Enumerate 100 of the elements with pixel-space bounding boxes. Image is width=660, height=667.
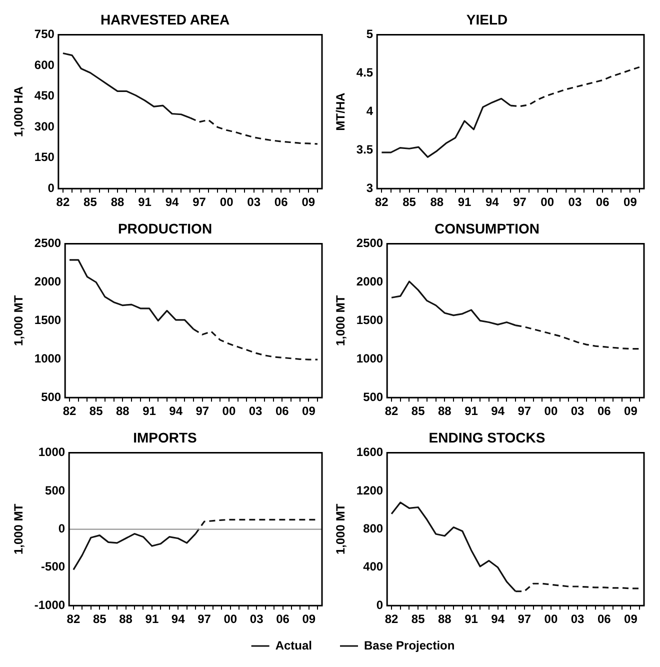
x-tick-label: 06 <box>275 404 290 418</box>
x-tick-label: 06 <box>597 404 612 418</box>
y-axis-title: 1,000 MT <box>12 503 26 555</box>
x-tick-label: 82 <box>56 195 70 210</box>
y-tick-label: 5 <box>366 27 374 42</box>
y-tick-label: 3 <box>366 180 374 195</box>
y-tick-label: 800 <box>363 522 384 536</box>
x-tick-label: 82 <box>66 612 80 626</box>
y-tick-label: -500 <box>41 560 66 574</box>
y-tick-label: 1500 <box>356 313 384 328</box>
y-tick-label: 0 <box>58 522 66 536</box>
y-tick-label: 2000 <box>356 274 384 289</box>
chart-title: CONSUMPTION <box>434 220 540 236</box>
x-tick-label: 91 <box>142 404 156 418</box>
x-tick-label: 03 <box>250 612 264 626</box>
legend-label: Actual <box>275 638 312 652</box>
y-tick-label: 500 <box>45 483 66 498</box>
y-tick-label: 450 <box>34 88 55 103</box>
x-tick-label: 09 <box>302 195 316 210</box>
y-tick-label: 1500 <box>34 313 62 328</box>
y-tick-label: 1000 <box>38 445 66 460</box>
x-tick-label: 82 <box>384 612 399 626</box>
x-tick-label: 91 <box>138 195 152 210</box>
y-axis-title: 1,000 MT <box>334 503 348 555</box>
x-tick-label: 88 <box>430 195 444 210</box>
x-tick-label: 88 <box>119 612 133 626</box>
y-tick-label: -1000 <box>34 598 66 612</box>
x-tick-label: 82 <box>375 195 389 210</box>
x-tick-label: 94 <box>491 612 505 626</box>
x-tick-label: 94 <box>491 404 505 418</box>
x-tick-label: 09 <box>624 612 638 626</box>
x-tick-label: 03 <box>247 195 261 210</box>
y-tick-label: 4 <box>366 104 374 118</box>
x-tick-label: 00 <box>222 404 236 418</box>
x-tick-label: 03 <box>570 612 585 626</box>
y-axis-title: 1,000 HA <box>12 86 26 138</box>
x-tick-label: 85 <box>402 195 416 210</box>
x-tick-label: 97 <box>513 195 527 210</box>
y-tick-label: 1200 <box>356 483 384 498</box>
y-tick-label: 600 <box>34 58 55 72</box>
x-tick-label: 85 <box>84 195 98 210</box>
y-axis-title: MT/HA <box>334 92 348 131</box>
x-tick-label: 91 <box>458 195 472 210</box>
y-tick-label: 400 <box>363 560 384 574</box>
y-tick-label: 500 <box>363 390 384 404</box>
x-tick-label: 09 <box>302 612 316 626</box>
chart-title: ENDING STOCKS <box>428 429 546 446</box>
y-tick-label: 4.5 <box>356 66 374 80</box>
x-tick-label: 06 <box>274 195 288 210</box>
x-tick-label: 82 <box>62 404 77 418</box>
x-tick-label: 97 <box>196 404 210 418</box>
x-tick-label: 91 <box>464 612 478 626</box>
x-tick-label: 97 <box>198 612 212 626</box>
chart-title: YIELD <box>466 11 508 28</box>
y-tick-label: 300 <box>34 119 55 134</box>
y-tick-label: 0 <box>48 180 55 195</box>
y-tick-label: 750 <box>34 27 55 42</box>
x-tick-label: 03 <box>568 195 582 210</box>
y-tick-label: 3.5 <box>356 142 374 156</box>
x-tick-label: 00 <box>540 195 554 210</box>
y-tick-label: 150 <box>34 150 55 164</box>
x-tick-label: 94 <box>165 195 180 210</box>
x-tick-label: 88 <box>438 612 452 626</box>
x-tick-label: 03 <box>570 404 585 418</box>
legend-label: Base Projection <box>364 638 455 652</box>
y-tick-label: 0 <box>376 598 384 612</box>
y-tick-label: 1000 <box>356 351 384 366</box>
y-tick-label: 2500 <box>34 236 62 250</box>
x-tick-label: 88 <box>116 404 130 418</box>
y-tick-label: 2000 <box>34 274 62 289</box>
y-axis-title: 1,000 MT <box>334 294 348 346</box>
chart-title: PRODUCTION <box>118 220 212 236</box>
x-tick-label: 97 <box>192 195 206 210</box>
y-tick-label: 500 <box>41 390 62 404</box>
x-tick-label: 09 <box>624 404 638 418</box>
x-tick-label: 91 <box>145 612 159 626</box>
x-tick-label: 85 <box>411 404 426 418</box>
x-tick-label: 09 <box>302 404 316 418</box>
x-tick-label: 06 <box>597 612 612 626</box>
x-tick-label: 88 <box>438 404 452 418</box>
x-tick-label: 85 <box>89 404 104 418</box>
x-tick-label: 94 <box>171 612 186 626</box>
x-tick-label: 88 <box>110 195 124 210</box>
y-tick-label: 1000 <box>34 351 62 366</box>
x-tick-label: 06 <box>276 612 290 626</box>
x-tick-label: 97 <box>518 612 532 626</box>
y-tick-label: 2500 <box>356 236 384 250</box>
x-tick-label: 00 <box>224 612 238 626</box>
chart-title: IMPORTS <box>133 429 197 446</box>
x-tick-label: 03 <box>248 404 263 418</box>
x-tick-label: 09 <box>624 195 638 210</box>
x-tick-label: 00 <box>544 404 558 418</box>
x-tick-label: 91 <box>464 404 478 418</box>
x-tick-label: 85 <box>411 612 426 626</box>
x-tick-label: 94 <box>169 404 183 418</box>
x-tick-label: 06 <box>596 195 610 210</box>
x-tick-label: 85 <box>92 612 107 626</box>
x-tick-label: 97 <box>518 404 532 418</box>
x-tick-label: 00 <box>220 195 234 210</box>
chart-title: HARVESTED AREA <box>100 11 230 28</box>
